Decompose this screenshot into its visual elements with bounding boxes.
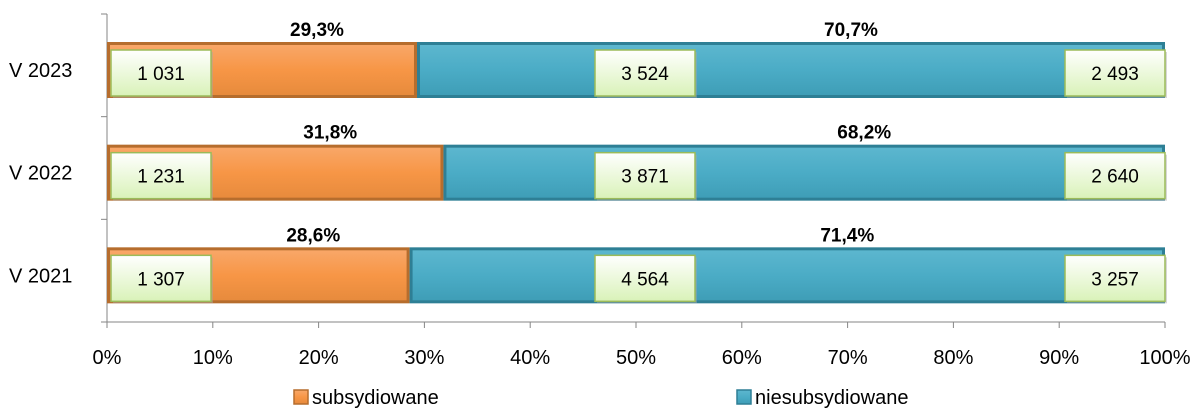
percent-label-niesubsydiowane: 71,4% — [820, 225, 874, 246]
value-box — [110, 254, 212, 303]
category-label: V 2023 — [9, 60, 72, 82]
bar-segment-niesubsydiowane — [443, 144, 1166, 201]
value-box — [1064, 49, 1166, 97]
x-tick-label: 40% — [510, 347, 550, 369]
value-box — [110, 49, 212, 97]
x-tick-label: 60% — [722, 347, 762, 369]
value-box — [1064, 254, 1166, 303]
x-tick-label: 100% — [1139, 347, 1190, 369]
legend-label-niesubsydiowane: niesubsydiowane — [755, 387, 908, 409]
percent-label-subsydiowane: 29,3% — [290, 20, 344, 41]
percent-label-subsydiowane: 31,8% — [303, 123, 357, 144]
x-tick-label: 20% — [299, 347, 339, 369]
percent-label-niesubsydiowane: 70,7% — [824, 20, 878, 41]
legend-swatch-subsydiowane — [293, 389, 309, 405]
value-box-label: 3 524 — [621, 64, 669, 85]
data-labels: V 2023 29,3% 70,7% 1 031 3 524 2 493 V 2022 31,… — [9, 20, 1167, 304]
value-box-label: 3 871 — [621, 167, 669, 188]
legend-swatch-niesubsydiowane — [736, 389, 752, 405]
legend: subsydiowane niesubsydiowane — [293, 387, 908, 409]
value-box-label: 3 257 — [1091, 269, 1139, 290]
x-tick-label: 30% — [404, 347, 444, 369]
value-box-label: 2 493 — [1091, 64, 1139, 85]
value-box — [110, 151, 212, 200]
x-tick-label: 10% — [193, 347, 233, 369]
x-tick-label: 70% — [828, 347, 868, 369]
value-box — [594, 151, 696, 200]
category-label: V 2022 — [9, 163, 72, 185]
percent-label-subsydiowane: 28,6% — [286, 225, 340, 246]
x-tick-label: 0% — [93, 347, 122, 369]
value-box-label: 4 564 — [621, 269, 669, 290]
value-box-label: 1 031 — [137, 64, 185, 85]
axes: 0% 10% 20% 30% 40% 50% 60% 70% 80% 90% 100% — [93, 13, 1191, 369]
legend-label-subsydiowane: subsydiowane — [312, 387, 439, 409]
bar-segment-niesubsydiowane — [416, 42, 1165, 98]
value-box — [594, 49, 696, 97]
value-box-label: 2 640 — [1091, 167, 1139, 188]
value-box — [594, 254, 696, 303]
value-box-label: 1 307 — [137, 269, 185, 290]
x-tick-label: 50% — [616, 347, 656, 369]
value-box — [1064, 151, 1166, 200]
x-tick-label: 90% — [1039, 347, 1079, 369]
bar-segment-niesubsydiowane — [409, 247, 1165, 304]
category-label: V 2021 — [9, 265, 72, 287]
percent-label-niesubsydiowane: 68,2% — [837, 123, 891, 144]
x-tick-label: 80% — [933, 347, 973, 369]
value-box-label: 1 231 — [137, 167, 185, 188]
